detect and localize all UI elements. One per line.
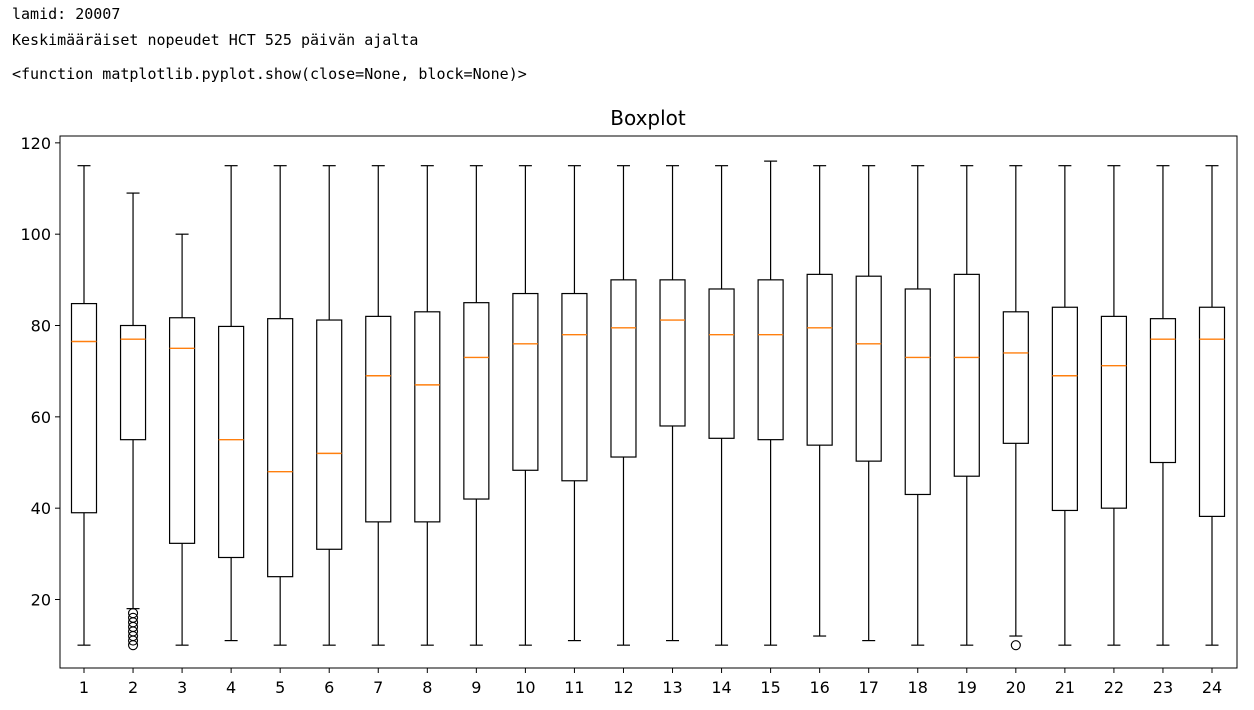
x-tick-label-13: 13	[662, 678, 682, 697]
box-4	[218, 165, 245, 642]
box-15	[757, 160, 784, 646]
box-6	[316, 165, 343, 646]
box-22	[1100, 165, 1128, 646]
box-iqr	[316, 319, 343, 550]
x-tick-label-15: 15	[760, 678, 780, 697]
output-line-function-repr: <function matplotlib.pyplot.show(close=N…	[12, 65, 527, 83]
outlier-point	[127, 635, 139, 646]
box-iqr	[414, 311, 441, 523]
output-line-lamid: lamid: 20007	[12, 5, 121, 23]
x-tick-label-4: 4	[226, 678, 236, 697]
box-iqr	[1198, 306, 1226, 517]
y-tick-label-100: 100	[20, 225, 51, 244]
x-tick-label-8: 8	[422, 678, 432, 697]
x-tick-label-19: 19	[957, 678, 977, 697]
boxes-layer	[70, 160, 1226, 651]
box-iqr	[953, 273, 980, 477]
box-13	[659, 165, 686, 642]
box-19	[953, 165, 980, 646]
axes-layer: 1 2 3 4 5 6 7 8 9 10 11 12 13 14 15 16 17 18 19 20 21 22 23 242…	[20, 134, 1222, 697]
x-tick-label-14: 14	[711, 678, 731, 697]
output-line-description: Keskimääräiset nopeudet HCT 525 päivän a…	[12, 31, 419, 49]
box-9	[463, 165, 490, 646]
box-5	[267, 165, 294, 646]
box-2	[119, 192, 147, 651]
x-tick-label-5: 5	[275, 678, 285, 697]
box-iqr	[610, 279, 637, 458]
box-iqr	[904, 288, 931, 496]
box-iqr	[365, 315, 392, 523]
box-12	[610, 165, 637, 646]
box-10	[512, 165, 539, 646]
box-iqr	[168, 317, 196, 544]
x-tick-label-22: 22	[1104, 678, 1124, 697]
box-iqr	[1051, 306, 1078, 512]
box-iqr	[1100, 315, 1128, 509]
outlier-point	[127, 640, 139, 651]
box-iqr	[659, 279, 686, 427]
box-iqr	[218, 325, 245, 559]
box-16	[806, 165, 833, 637]
x-tick-label-10: 10	[515, 678, 535, 697]
box-17	[855, 165, 882, 642]
box-iqr	[1002, 311, 1029, 444]
box-14	[708, 165, 735, 646]
x-tick-label-23: 23	[1153, 678, 1173, 697]
x-tick-label-9: 9	[471, 678, 481, 697]
y-tick-label-80: 80	[31, 317, 51, 336]
box-24	[1198, 165, 1226, 646]
box-21	[1051, 165, 1078, 646]
x-tick-label-24: 24	[1202, 678, 1222, 697]
box-iqr	[119, 324, 147, 441]
box-20	[1002, 165, 1029, 651]
box-iqr	[561, 292, 588, 482]
x-tick-label-17: 17	[859, 678, 879, 697]
box-iqr	[512, 292, 539, 471]
x-tick-label-2: 2	[128, 678, 138, 697]
x-tick-label-18: 18	[908, 678, 928, 697]
box-1	[70, 165, 98, 646]
outlier-point	[1010, 640, 1021, 651]
box-iqr	[806, 273, 833, 446]
box-iqr	[1149, 318, 1177, 464]
box-7	[365, 165, 392, 646]
box-23	[1149, 165, 1177, 646]
y-tick-label-20: 20	[31, 591, 51, 610]
x-tick-label-16: 16	[809, 678, 829, 697]
box-iqr	[463, 302, 490, 500]
box-iqr	[267, 318, 294, 578]
box-iqr	[757, 279, 784, 441]
y-tick-label-120: 120	[20, 134, 51, 153]
x-tick-label-11: 11	[564, 678, 584, 697]
y-tick-label-60: 60	[31, 408, 51, 427]
x-tick-label-3: 3	[177, 678, 187, 697]
x-tick-label-12: 12	[613, 678, 633, 697]
y-tick-label-40: 40	[31, 499, 51, 518]
box-11	[561, 165, 588, 642]
box-3	[168, 233, 196, 646]
plot-area-frame	[59, 135, 1238, 669]
box-iqr	[855, 275, 882, 462]
chart-title: Boxplot	[610, 106, 686, 130]
x-tick-label-1: 1	[79, 678, 89, 697]
box-8	[414, 165, 441, 646]
box-iqr	[70, 302, 98, 514]
x-tick-label-21: 21	[1055, 678, 1075, 697]
x-tick-label-6: 6	[324, 678, 334, 697]
x-tick-label-20: 20	[1006, 678, 1026, 697]
box-iqr	[708, 288, 735, 439]
x-tick-label-7: 7	[373, 678, 383, 697]
box-18	[904, 165, 931, 646]
